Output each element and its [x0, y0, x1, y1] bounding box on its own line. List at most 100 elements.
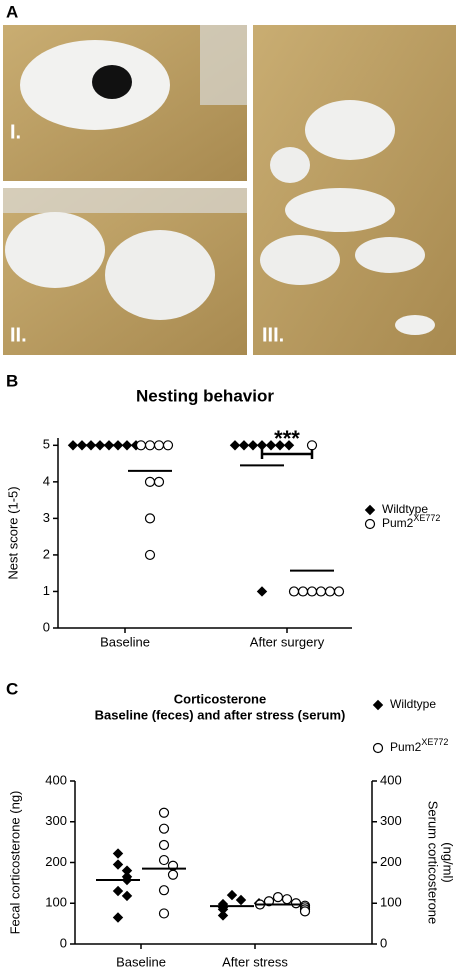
chart-subtitle: Baseline (feces) and after stress (serum…	[95, 707, 346, 722]
data-point	[112, 859, 124, 870]
data-point	[153, 476, 165, 487]
data-point	[158, 839, 170, 851]
y2-tick-label: 0	[380, 935, 387, 950]
data-point	[324, 586, 336, 597]
y-axis-label: Fecal corticosterone (ng)	[7, 791, 22, 935]
panel-label: B	[6, 371, 18, 390]
panel-label: C	[6, 679, 18, 698]
data-point	[299, 906, 311, 917]
data-point	[144, 549, 156, 561]
data-point	[229, 440, 241, 451]
legend-text: Wildtype	[382, 502, 428, 516]
chart-title: Corticosterone	[174, 691, 266, 706]
data-point	[158, 807, 170, 818]
legend-label: Wildtype	[390, 697, 436, 711]
photo: III.	[253, 25, 456, 355]
y2-tick-label: 100	[380, 895, 402, 910]
y-tick-label: 3	[43, 510, 50, 525]
x-tick-label: Baseline	[116, 954, 166, 969]
x-tick-label: After stress	[222, 954, 288, 969]
data-point	[158, 908, 170, 919]
data-point	[274, 440, 286, 451]
data-point	[247, 440, 259, 451]
panel-label: A	[6, 2, 18, 21]
data-point	[283, 440, 295, 451]
legend-label: Wildtype	[382, 502, 428, 516]
photo-label: II.	[10, 324, 27, 346]
legend-label: Pum2XE772	[390, 737, 448, 754]
legend-label: Pum2XE772	[382, 513, 440, 530]
x-tick-label: Baseline	[100, 634, 150, 649]
data-point	[158, 854, 170, 866]
y-tick-label: 4	[43, 473, 50, 488]
data-point	[235, 894, 247, 906]
x-tick-label: After surgery	[250, 634, 325, 649]
chart: B Nesting behavior 0 1 2 3 4 5 Nest score (1-5) B…	[5, 371, 440, 649]
data-point	[153, 440, 165, 451]
y-tick-label: 5	[43, 437, 50, 452]
data-point	[281, 894, 293, 905]
legend-text: Wildtype	[390, 697, 436, 711]
y-tick-label: 400	[45, 772, 67, 787]
data-point	[306, 586, 318, 597]
data-point	[121, 440, 133, 451]
data-point	[297, 586, 309, 597]
legend-text: Pum2	[390, 740, 422, 754]
legend-text: Pum2	[382, 516, 414, 530]
y-tick-label: 300	[45, 813, 67, 828]
photo-label: III.	[262, 324, 284, 346]
annotation: ***	[274, 426, 300, 451]
data-point	[238, 440, 250, 451]
y-tick-label: 0	[43, 619, 50, 634]
data-point	[372, 742, 384, 754]
data-point	[333, 586, 345, 597]
legend-superscript: XE772	[421, 737, 448, 747]
significance-bracket	[260, 449, 314, 459]
y-tick-label: 200	[45, 854, 67, 869]
chart-title: Nesting behavior	[136, 386, 274, 405]
data-point	[256, 440, 268, 451]
data-point	[67, 440, 79, 451]
data-point	[306, 440, 318, 451]
data-point	[226, 889, 238, 901]
y2-tick-label: 300	[380, 813, 402, 828]
y2-axis-label: (ng/ml)	[441, 842, 456, 882]
legend-superscript: XE772	[413, 513, 440, 523]
data-point	[364, 518, 376, 530]
data-point	[121, 890, 133, 902]
data-point	[265, 440, 277, 451]
y-axis-label: Nest score (1-5)	[5, 486, 20, 579]
data-point	[158, 823, 170, 834]
data-point	[162, 440, 174, 451]
data-point	[290, 898, 302, 909]
data-point	[112, 912, 124, 923]
data-point	[256, 586, 268, 597]
y-tick-label: 1	[43, 583, 50, 598]
y-tick-label: 2	[43, 546, 50, 561]
data-point	[144, 513, 156, 524]
data-point	[263, 896, 275, 907]
data-point	[135, 440, 147, 451]
data-point	[372, 699, 384, 711]
data-point	[315, 586, 327, 597]
data-point	[144, 440, 156, 451]
data-point	[288, 586, 300, 597]
data-point	[167, 869, 179, 880]
data-point	[158, 885, 170, 896]
data-point	[112, 848, 124, 859]
data-point	[364, 504, 376, 516]
y2-axis-label: Serum corticosterone	[426, 801, 441, 925]
photo: II.	[3, 188, 247, 355]
photo: I.	[3, 25, 247, 181]
data-point	[217, 910, 229, 921]
y-tick-label: 100	[45, 895, 67, 910]
y2-tick-label: 400	[380, 772, 402, 787]
y2-tick-label: 200	[380, 854, 402, 869]
y-tick-label: 0	[60, 935, 67, 950]
data-point	[144, 476, 156, 487]
data-point	[272, 892, 284, 903]
data-point	[112, 885, 124, 897]
photo-label: I.	[10, 121, 21, 143]
